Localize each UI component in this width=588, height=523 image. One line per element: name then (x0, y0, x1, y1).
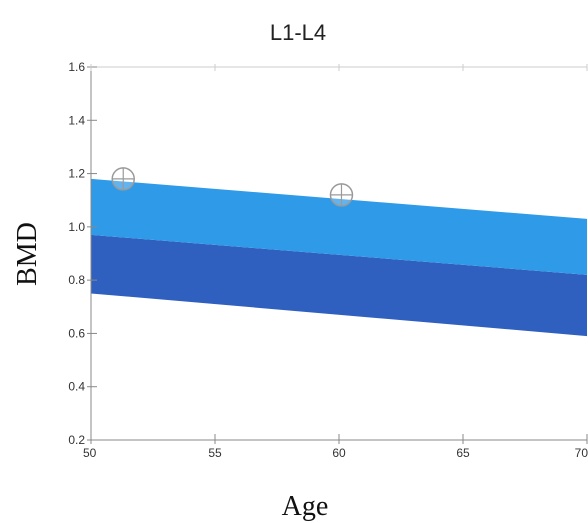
band-2 (91, 178, 587, 275)
markers-layer (111, 167, 354, 207)
y-tick-label: 0.8 (68, 273, 85, 287)
x-tick-label: 50 (83, 446, 97, 460)
ticks-layer: 0.2 0.4 0.6 0.8 1.0 1.2 1.4 1.6 50 55 60 65 70 (68, 60, 588, 460)
x-tick-label: 65 (456, 446, 470, 460)
y-tick-label: 1.6 (68, 60, 85, 74)
data-point-marker (111, 167, 135, 191)
x-tick-label: 55 (208, 446, 222, 460)
y-tick-label: 0.6 (68, 326, 85, 340)
y-tick-label: 0.2 (68, 433, 85, 447)
bands-layer (91, 178, 587, 337)
x-tick-label: 70 (575, 446, 588, 460)
y-axis-title: BMD (12, 222, 43, 286)
band-1 (91, 234, 587, 337)
data-point-marker (329, 183, 354, 207)
y-tick-label: 1.4 (68, 113, 85, 127)
x-tick-label: 60 (332, 446, 346, 460)
x-axis-title: Age (282, 491, 329, 522)
y-tick-label: 1.2 (68, 167, 85, 181)
chart-title: L1-L4 (270, 20, 326, 45)
y-tick-label: 1.0 (68, 220, 85, 234)
y-tick-label: 0.4 (68, 380, 85, 394)
